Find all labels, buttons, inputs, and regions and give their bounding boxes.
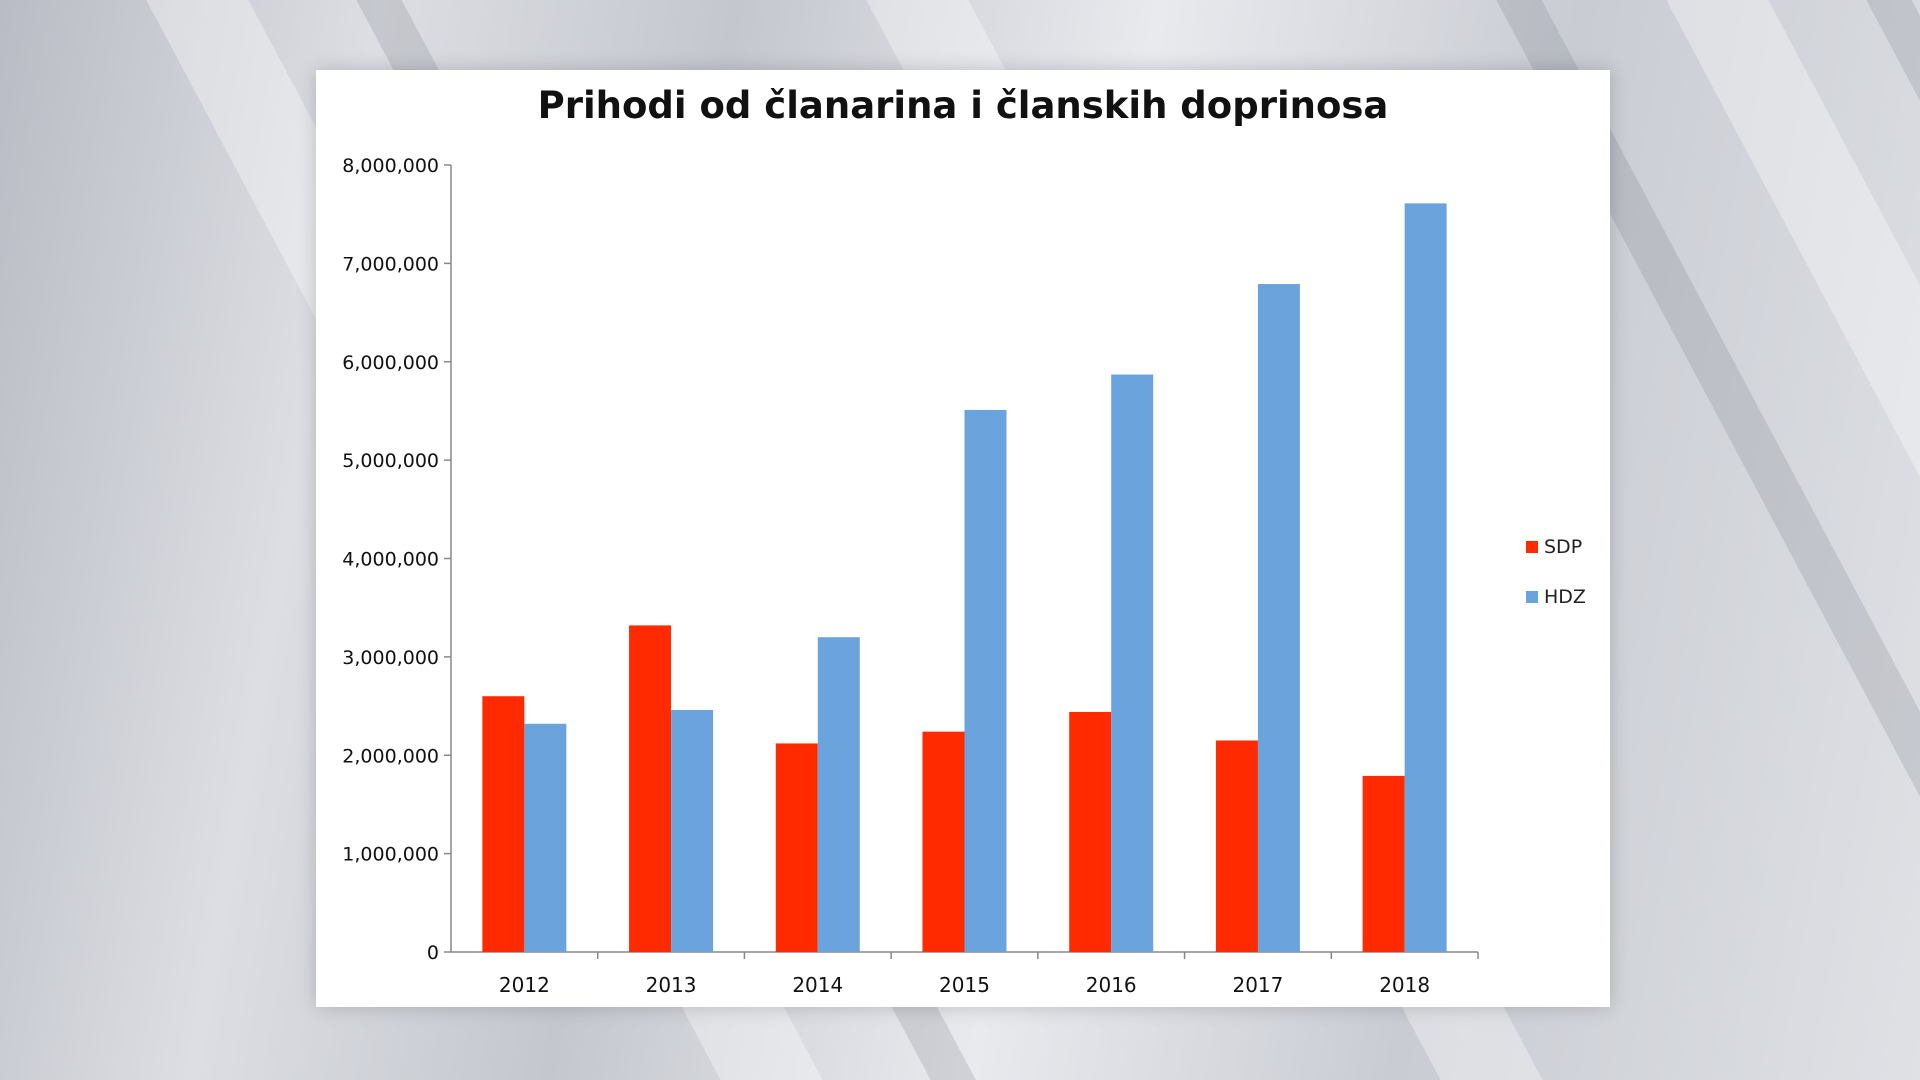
bar-hdz-2015 [964, 409, 1007, 952]
x-tick-label: 2014 [792, 973, 843, 997]
y-tick-label: 1,000,000 [342, 844, 439, 866]
y-tick-label: 0 [427, 942, 439, 964]
bar-hdz-2012 [524, 723, 567, 952]
x-tick-label: 2013 [646, 973, 697, 997]
legend-label-hdz: HDZ [1544, 586, 1586, 608]
chart-title: Prihodi od članarina i članskih doprinos… [537, 84, 1389, 127]
legend-label-sdp: SDP [1544, 536, 1583, 558]
legend-item-hdz: HDZ [1526, 586, 1586, 608]
bar-sdp-2013 [629, 625, 672, 952]
x-tick-label: 2016 [1086, 973, 1137, 997]
bar-hdz-2018 [1404, 203, 1447, 952]
y-tick-label: 7,000,000 [342, 253, 439, 275]
legend-item-sdp: SDP [1526, 536, 1582, 558]
bar-hdz-2016 [1111, 374, 1154, 952]
y-tick-label: 2,000,000 [342, 745, 439, 767]
bar-sdp-2015 [922, 731, 965, 952]
legend-swatch-sdp [1526, 541, 1538, 553]
legend-swatch-hdz [1526, 591, 1538, 603]
bar-hdz-2017 [1257, 284, 1300, 952]
y-tick-label: 8,000,000 [342, 155, 439, 177]
bar-sdp-2017 [1215, 740, 1258, 952]
x-tick-label: 2012 [499, 973, 550, 997]
chart-panel: Prihodi od članarina i članskih doprinos… [316, 70, 1610, 1007]
bar-chart: 0 1,000,000 2,000,000 3,000,000 4,000,000 5,0… [342, 155, 1479, 997]
y-tick-label: 5,000,000 [342, 450, 439, 472]
bar-hdz-2013 [671, 709, 714, 952]
bar-sdp-2016 [1069, 711, 1112, 952]
y-tick-label: 3,000,000 [342, 647, 439, 669]
bar-sdp-2014 [775, 743, 818, 952]
y-tick-label: 4,000,000 [342, 549, 439, 571]
x-tick-label: 2018 [1379, 973, 1430, 997]
bar-sdp-2018 [1362, 775, 1405, 952]
bar-hdz-2014 [817, 637, 860, 952]
bar-sdp-2012 [482, 696, 525, 952]
x-tick-label: 2015 [939, 973, 990, 997]
y-tick-label: 6,000,000 [342, 352, 439, 374]
x-tick-label: 2017 [1232, 973, 1283, 997]
